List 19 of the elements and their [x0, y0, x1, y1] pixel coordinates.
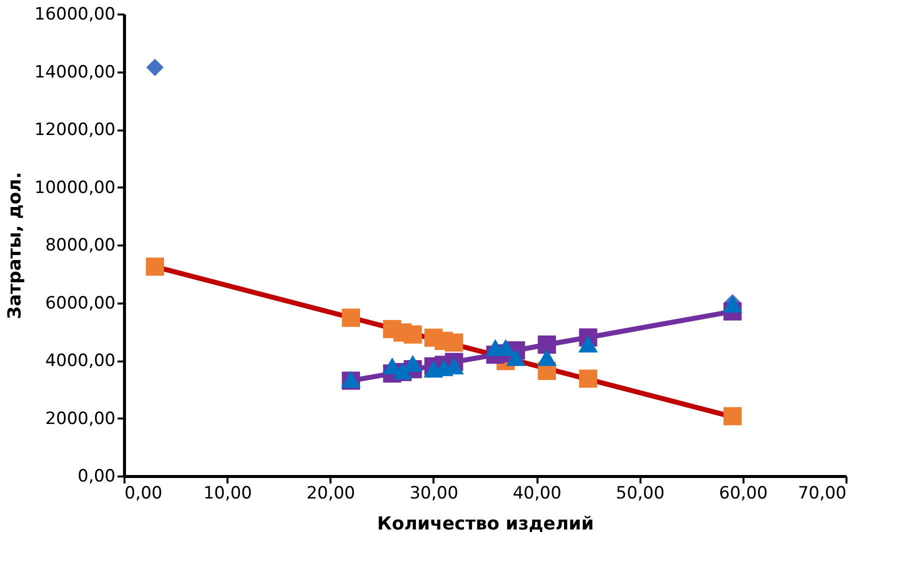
x-tick-label: 20,00: [306, 484, 356, 504]
y-tick-label: 10000,00: [34, 178, 116, 198]
x-tick-label: 50,00: [616, 484, 665, 504]
y-tick-label: 14000,00: [34, 62, 116, 82]
x-tick-label: 70,00: [798, 484, 846, 504]
y-tick-label: 16000,00: [34, 4, 116, 24]
y-tick-label: 0,00: [78, 466, 116, 486]
y-tick-label: 2000,00: [45, 408, 116, 429]
y-tick-label: 4000,00: [45, 351, 116, 371]
y-tick-label: 12000,00: [34, 120, 116, 140]
x-tick-label: 40,00: [512, 484, 562, 504]
x-tick-label: 10,00: [203, 484, 252, 504]
x-tick-label: 0,00: [124, 484, 162, 504]
y-tick-label: 8000,00: [45, 236, 116, 256]
x-tick-label: 30,00: [410, 484, 458, 504]
y-axis-title: Затраты, дол.: [4, 172, 26, 320]
x-axis-title: Количество изделий: [377, 514, 594, 534]
y-tick-label: 6000,00: [45, 293, 116, 314]
x-tick-label: 60,00: [719, 484, 768, 504]
